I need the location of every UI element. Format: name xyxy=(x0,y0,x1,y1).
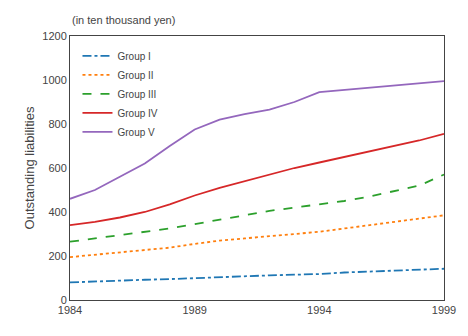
svg-text:1200: 1200 xyxy=(42,30,66,42)
svg-text:0: 0 xyxy=(61,294,67,306)
svg-text:Group III: Group III xyxy=(117,89,156,100)
svg-text:800: 800 xyxy=(48,118,66,130)
svg-text:1984: 1984 xyxy=(58,304,82,316)
svg-text:Group I: Group I xyxy=(117,51,150,62)
svg-text:Group IV: Group IV xyxy=(117,108,157,119)
svg-text:Group II: Group II xyxy=(117,70,153,81)
svg-text:(in ten thousand yen): (in ten thousand yen) xyxy=(72,14,175,26)
svg-text:1994: 1994 xyxy=(307,304,331,316)
svg-text:400: 400 xyxy=(48,206,66,218)
svg-text:1989: 1989 xyxy=(182,304,206,316)
svg-text:Outstanding liabilities: Outstanding liabilities xyxy=(22,106,37,229)
svg-text:1000: 1000 xyxy=(42,74,66,86)
svg-text:1999: 1999 xyxy=(432,304,456,316)
svg-text:200: 200 xyxy=(48,250,66,262)
svg-text:600: 600 xyxy=(48,162,66,174)
svg-text:Group V: Group V xyxy=(117,127,155,138)
